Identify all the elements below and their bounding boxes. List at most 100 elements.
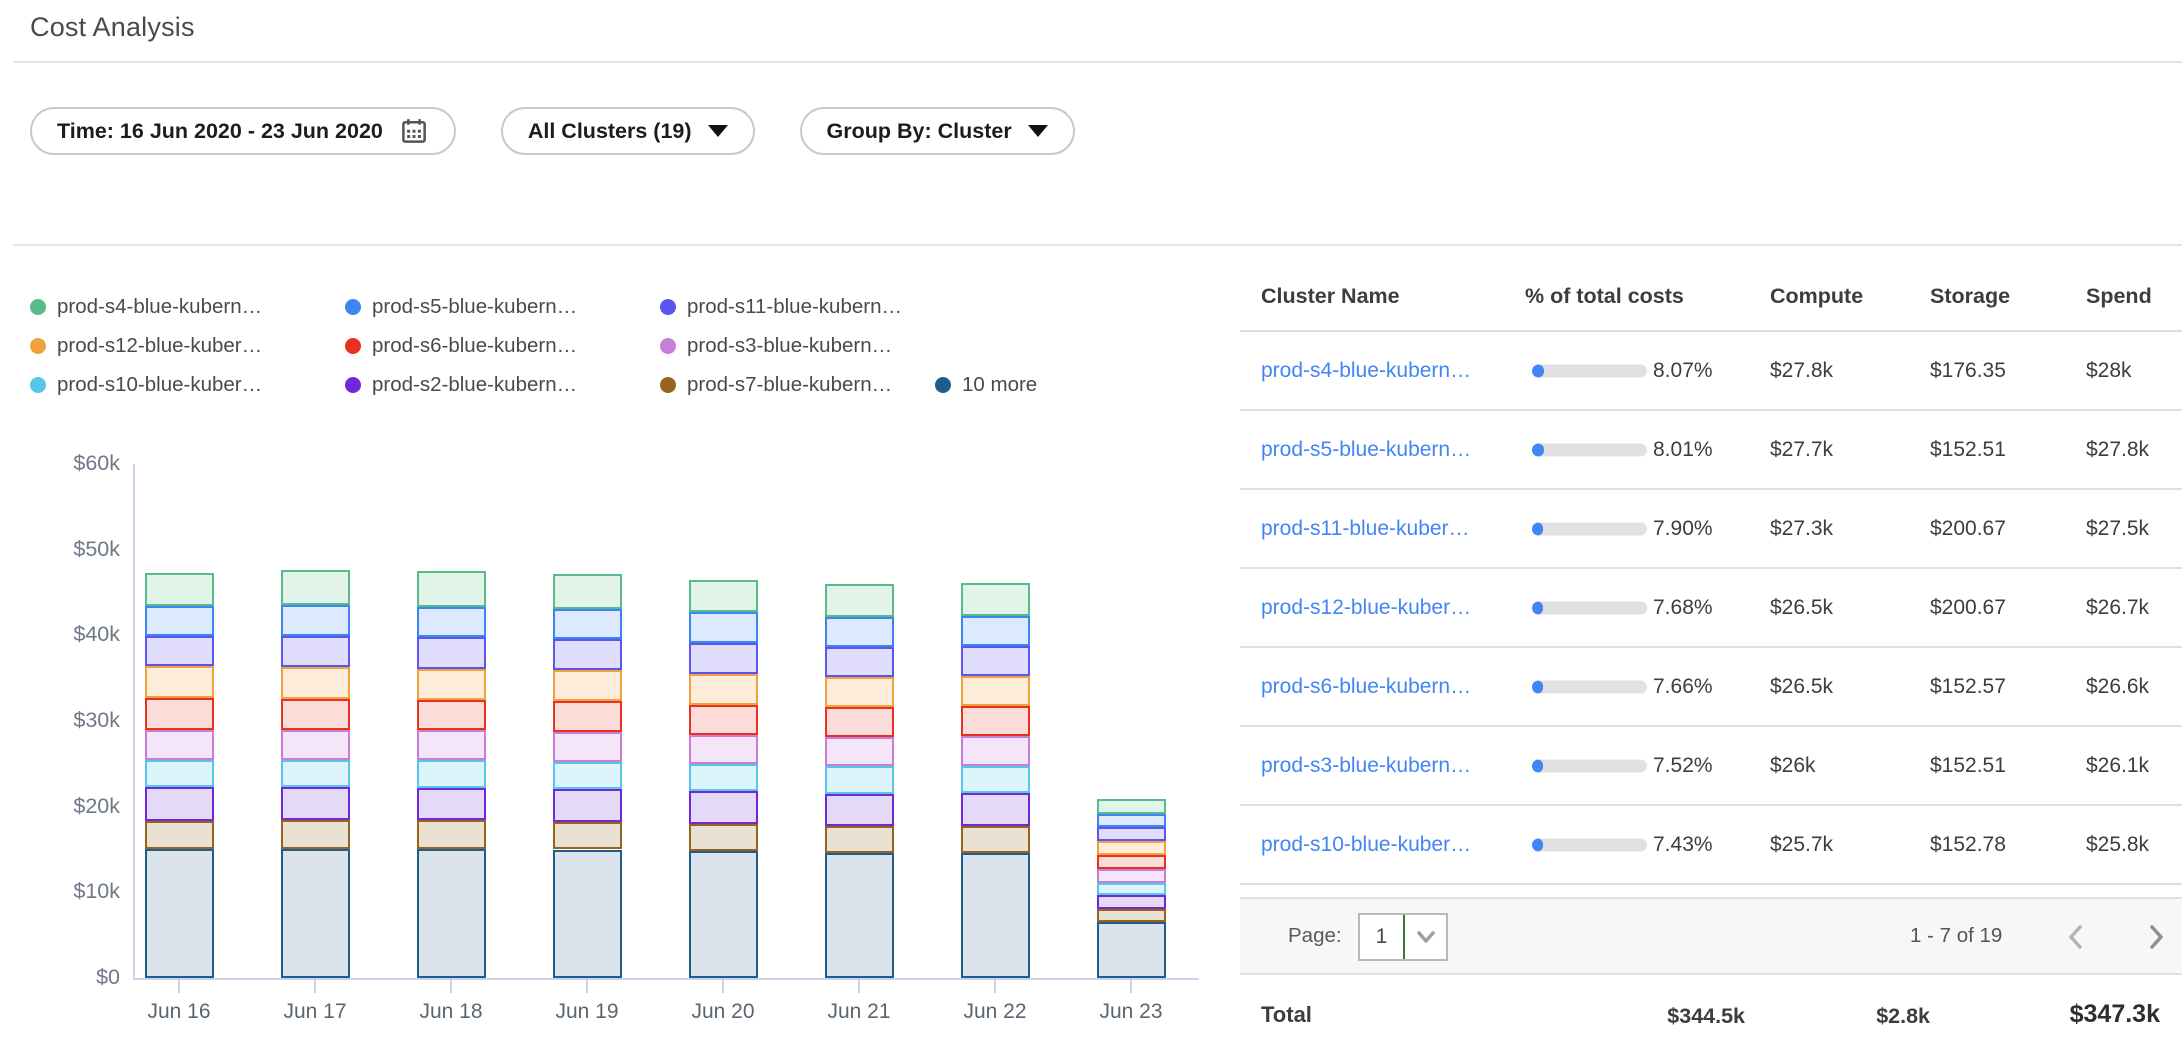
bar-segment[interactable] [281,820,350,848]
bar-segment[interactable] [689,764,758,791]
bar-segment[interactable] [145,821,214,848]
bar-segment[interactable] [1097,814,1166,828]
bar-segment[interactable] [689,580,758,613]
bar-segment[interactable] [961,616,1030,646]
bar-segment[interactable] [145,787,214,821]
bar-segment[interactable] [145,636,214,666]
bar-segment[interactable] [281,760,350,787]
bar-segment[interactable] [1097,799,1166,814]
bar-segment[interactable] [689,643,758,674]
bar-segment[interactable] [1097,895,1166,910]
bar-segment[interactable] [145,698,214,730]
bar-segment[interactable] [145,849,214,978]
bar-segment[interactable] [553,701,622,732]
legend-item-6[interactable]: prod-s3-blue-kubern… [660,334,892,358]
bar-segment[interactable] [553,762,622,789]
bar-segment[interactable] [281,787,350,820]
bar-segment[interactable] [553,822,622,849]
bar-segment[interactable] [417,571,486,607]
bar-segment[interactable] [1097,922,1166,978]
bar-segment[interactable] [825,794,894,826]
legend-item-7[interactable]: prod-s10-blue-kuber… [30,373,262,397]
legend-item-4[interactable]: prod-s12-blue-kuber… [30,334,262,358]
bar-segment[interactable] [145,760,214,787]
bar-segment[interactable] [417,820,486,848]
bar-segment[interactable] [689,612,758,643]
group-by-dropdown[interactable]: Group By: Cluster [800,107,1075,155]
previous-page-button[interactable] [2058,919,2094,955]
bar-segment[interactable] [281,636,350,667]
bar-segment[interactable] [417,849,486,978]
legend-item-1[interactable]: prod-s4-blue-kubern… [30,295,262,319]
bar-segment[interactable] [961,826,1030,853]
bar-segment[interactable] [825,677,894,707]
bar-segment[interactable] [553,670,622,702]
bar-segment[interactable] [961,676,1030,706]
bar-segment[interactable] [417,788,486,821]
cluster-name-link[interactable]: prod-s10-blue-kuber… [1261,833,1471,857]
time-range-filter[interactable]: Time: 16 Jun 2020 - 23 Jun 2020 [30,107,456,155]
cluster-name-link[interactable]: prod-s3-blue-kubern… [1261,754,1471,778]
bar-segment[interactable] [961,766,1030,793]
bar-segment[interactable] [1097,909,1166,922]
bar-segment[interactable] [553,639,622,670]
bar-segment[interactable] [417,669,486,700]
bar-segment[interactable] [281,849,350,978]
cluster-name-link[interactable]: prod-s5-blue-kubern… [1261,438,1471,462]
clusters-filter-dropdown[interactable]: All Clusters (19) [501,107,755,155]
next-page-button[interactable] [2138,919,2174,955]
bar-segment[interactable] [961,853,1030,978]
bar-segment[interactable] [825,853,894,978]
bar-segment[interactable] [281,667,350,699]
bar-segment[interactable] [1097,869,1166,883]
bar-segment[interactable] [961,706,1030,736]
bar-segment[interactable] [553,574,622,609]
bar-segment[interactable] [825,617,894,647]
bar-segment[interactable] [145,666,214,698]
bar-segment[interactable] [1097,841,1166,856]
bar-segment[interactable] [825,647,894,677]
bar-segment[interactable] [145,606,214,636]
bar-segment[interactable] [553,789,622,822]
bar-segment[interactable] [689,674,758,705]
bar-segment[interactable] [417,607,486,637]
legend-item-10[interactable]: 10 more [935,373,1037,397]
bar-segment[interactable] [961,583,1030,616]
bar-segment[interactable] [145,730,214,761]
bar-segment[interactable] [145,573,214,606]
bar-segment[interactable] [825,826,894,853]
bar-segment[interactable] [825,737,894,766]
bar-segment[interactable] [417,760,486,787]
bar-segment[interactable] [281,570,350,605]
bar-segment[interactable] [281,730,350,760]
page-number-select[interactable]: 1 [1358,913,1448,961]
bar-segment[interactable] [825,584,894,617]
bar-segment[interactable] [1097,827,1166,841]
bar-segment[interactable] [961,646,1030,677]
bar-segment[interactable] [689,705,758,735]
bar-segment[interactable] [553,609,622,639]
bar-segment[interactable] [689,851,758,978]
bar-segment[interactable] [1097,855,1166,869]
legend-item-8[interactable]: prod-s2-blue-kubern… [345,373,577,397]
legend-item-9[interactable]: prod-s7-blue-kubern… [660,373,892,397]
bar-segment[interactable] [825,707,894,737]
bar-segment[interactable] [417,700,486,731]
cluster-name-link[interactable]: prod-s11-blue-kuber… [1261,517,1470,541]
bar-segment[interactable] [689,735,758,764]
bar-segment[interactable] [825,766,894,793]
bar-segment[interactable] [417,637,486,669]
legend-item-3[interactable]: prod-s11-blue-kubern… [660,295,902,319]
bar-segment[interactable] [689,824,758,851]
bar-segment[interactable] [281,605,350,636]
cluster-name-link[interactable]: prod-s12-blue-kuber… [1261,596,1471,620]
bar-segment[interactable] [553,850,622,979]
legend-item-2[interactable]: prod-s5-blue-kubern… [345,295,577,319]
cluster-name-link[interactable]: prod-s4-blue-kubern… [1261,359,1471,383]
bar-segment[interactable] [961,736,1030,766]
cluster-name-link[interactable]: prod-s6-blue-kubern… [1261,675,1471,699]
bar-segment[interactable] [961,793,1030,826]
bar-segment[interactable] [1097,883,1166,895]
bar-segment[interactable] [689,791,758,824]
bar-segment[interactable] [553,732,622,762]
